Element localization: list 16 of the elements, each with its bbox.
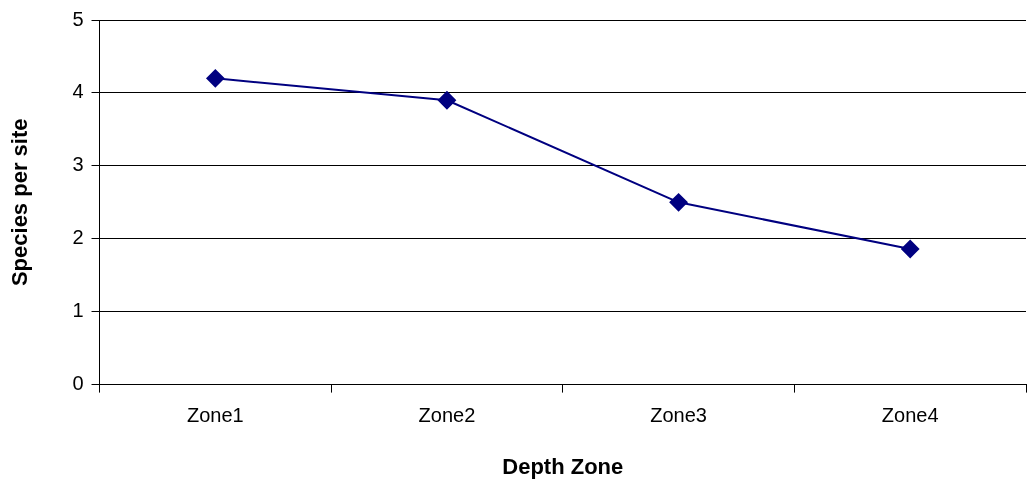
x-tick-label: Zone1	[186, 404, 244, 427]
y-axis-title: Species per site	[7, 118, 33, 287]
x-tick-label: Zone3	[650, 404, 707, 427]
y-tick-label: 4	[72, 80, 84, 103]
y-tick-label: 2	[72, 226, 84, 249]
y-tick-label: 3	[72, 153, 84, 176]
point	[901, 239, 920, 258]
point	[206, 69, 225, 88]
y-tick-label: 5	[72, 7, 84, 30]
x-tick-label: Zone4	[881, 404, 939, 427]
y-tick-label: 1	[72, 299, 84, 322]
point	[669, 193, 688, 212]
y-tick-label: 0	[72, 372, 84, 395]
x-axis-title: Depth Zone	[502, 453, 624, 479]
x-tick-label: Zone2	[418, 404, 476, 427]
point	[437, 91, 456, 110]
